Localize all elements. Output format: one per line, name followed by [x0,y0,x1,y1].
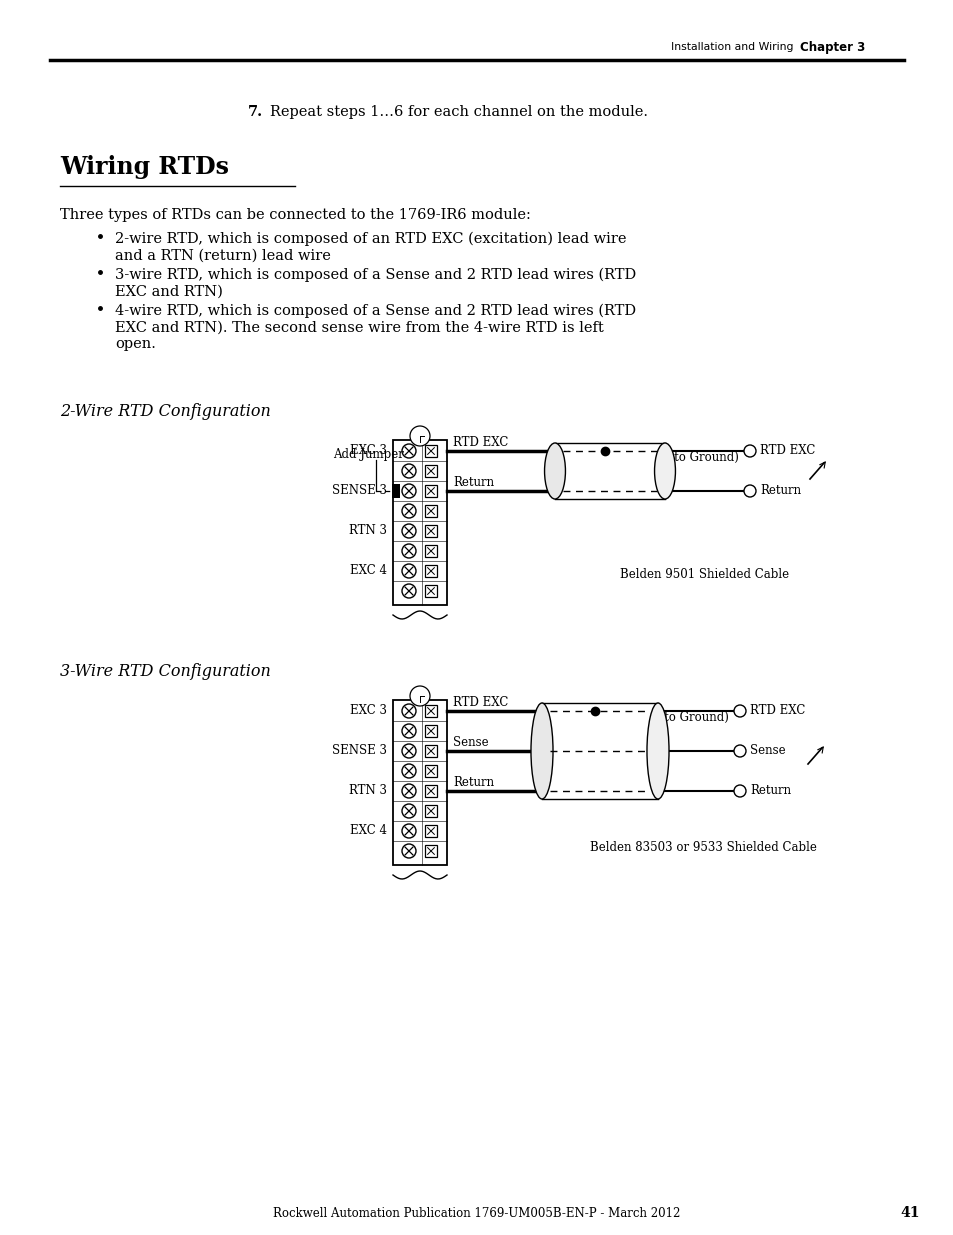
Circle shape [410,685,430,706]
Bar [424,545,436,557]
Circle shape [401,564,416,578]
Bar [424,466,436,477]
Bar [393,700,447,864]
Text: Installation and Wiring: Installation and Wiring [671,42,793,52]
Text: RTN 3: RTN 3 [349,784,387,798]
Text: Sense: Sense [453,736,488,748]
Text: RTD EXC: RTD EXC [453,436,508,450]
Text: 2-wire RTD, which is composed of an RTD EXC (excitation) lead wire
and a RTN (re: 2-wire RTD, which is composed of an RTD … [115,232,626,263]
Bar [424,745,436,757]
Text: Cable Shield (to Ground): Cable Shield (to Ground) [579,711,728,724]
Ellipse shape [646,703,668,799]
Circle shape [401,844,416,858]
Text: 2-Wire RTD Configuration: 2-Wire RTD Configuration [60,403,271,420]
Circle shape [401,784,416,798]
Text: RTD EXC: RTD EXC [453,697,508,709]
Bar [424,564,436,577]
Text: SENSE 3: SENSE 3 [332,484,387,498]
Circle shape [401,464,416,478]
Bar [424,825,436,837]
Bar [392,484,399,498]
Circle shape [401,764,416,778]
Text: Three types of RTDs can be connected to the 1769-IR6 module:: Three types of RTDs can be connected to … [60,207,530,222]
Text: Return: Return [749,784,790,798]
Text: Wiring RTDs: Wiring RTDs [60,156,229,179]
Circle shape [733,705,745,718]
Circle shape [401,584,416,598]
Circle shape [401,804,416,818]
Text: Return: Return [453,776,494,789]
Circle shape [401,743,416,758]
Text: RTN 3: RTN 3 [349,525,387,537]
Text: Sense: Sense [749,745,785,757]
Circle shape [401,724,416,739]
Text: Rockwell Automation Publication 1769-UM005B-EN-P - March 2012: Rockwell Automation Publication 1769-UM0… [273,1207,680,1220]
Text: 3-Wire RTD Configuration: 3-Wire RTD Configuration [60,663,271,680]
Circle shape [733,745,745,757]
Bar [424,445,436,457]
Bar [424,785,436,797]
Text: Add Jumper: Add Jumper [333,448,403,461]
Text: Belden 83503 or 9533 Shielded Cable: Belden 83503 or 9533 Shielded Cable [589,841,816,853]
Ellipse shape [531,703,553,799]
Text: 41: 41 [899,1207,919,1220]
Text: RTD EXC: RTD EXC [760,445,815,457]
Text: Return: Return [453,475,494,489]
Text: Return: Return [760,484,801,498]
Text: SENSE 3: SENSE 3 [332,745,387,757]
Text: Repeat steps 1…6 for each channel on the module.: Repeat steps 1…6 for each channel on the… [270,105,647,119]
Text: Chapter 3: Chapter 3 [800,41,864,53]
Text: 7.: 7. [248,105,263,119]
Bar [541,703,658,799]
Circle shape [743,445,755,457]
Bar [424,525,436,537]
Bar [424,505,436,517]
Circle shape [410,426,430,446]
Bar [424,725,436,737]
Text: 4-wire RTD, which is composed of a Sense and 2 RTD lead wires (RTD
EXC and RTN).: 4-wire RTD, which is composed of a Sense… [115,304,636,351]
Bar [424,764,436,777]
Circle shape [401,543,416,558]
Text: EXC 4: EXC 4 [350,564,387,578]
Circle shape [401,824,416,839]
Bar [424,585,436,597]
Circle shape [733,785,745,797]
Bar [555,443,664,499]
Text: Cable Shield (to Ground): Cable Shield (to Ground) [589,451,739,464]
Text: Belden 9501 Shielded Cable: Belden 9501 Shielded Cable [619,568,788,580]
Circle shape [401,445,416,458]
Bar [424,705,436,718]
Ellipse shape [654,443,675,499]
Text: 3-wire RTD, which is composed of a Sense and 2 RTD lead wires (RTD
EXC and RTN): 3-wire RTD, which is composed of a Sense… [115,268,636,299]
Text: EXC 4: EXC 4 [350,825,387,837]
Text: RTD EXC: RTD EXC [749,704,804,718]
Text: EXC 3: EXC 3 [350,445,387,457]
Circle shape [401,704,416,718]
Bar [424,805,436,818]
Circle shape [743,485,755,496]
Bar [393,440,447,605]
Text: EXC 3: EXC 3 [350,704,387,718]
Ellipse shape [544,443,565,499]
Circle shape [401,484,416,498]
Bar [424,845,436,857]
Bar [424,485,436,496]
Circle shape [401,524,416,538]
Circle shape [401,504,416,517]
